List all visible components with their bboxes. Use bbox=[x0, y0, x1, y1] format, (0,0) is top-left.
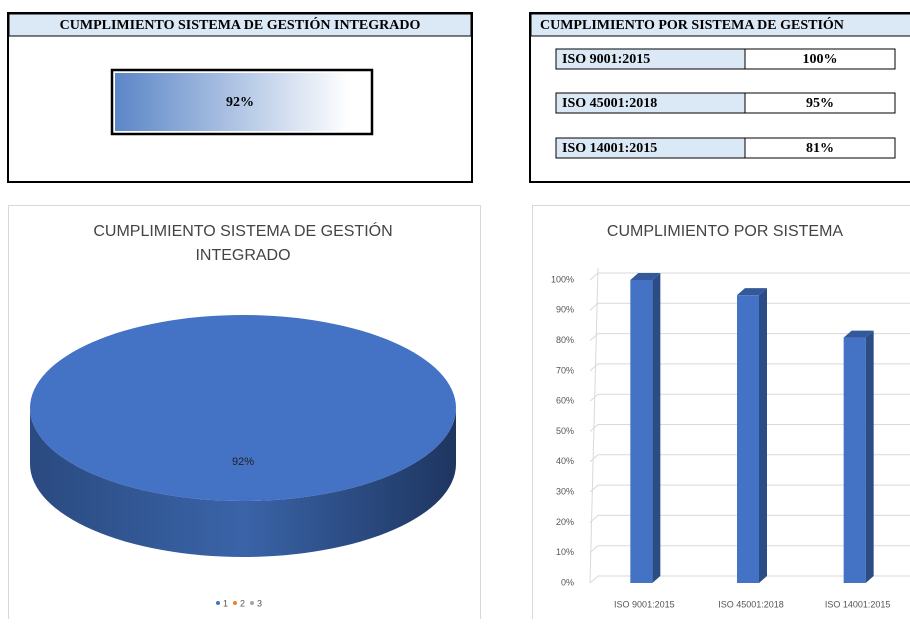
y-tick-label: 100% bbox=[551, 274, 574, 284]
summary-value: 92% bbox=[226, 95, 254, 110]
legend-label: 1 bbox=[223, 598, 228, 608]
y-tick-label: 60% bbox=[556, 396, 574, 406]
row-value: 100% bbox=[803, 52, 838, 67]
row-label: ISO 9001:2015 bbox=[562, 52, 650, 67]
y-tick-label: 80% bbox=[556, 335, 574, 345]
legend-label: 2 bbox=[240, 598, 245, 608]
row-label: ISO 45001:2018 bbox=[562, 96, 657, 111]
bar-side bbox=[866, 331, 874, 583]
row-label: ISO 14001:2015 bbox=[562, 141, 657, 156]
x-tick-label: ISO 14001:2015 bbox=[825, 599, 891, 609]
legend-label: 3 bbox=[257, 598, 262, 608]
data-label: 92% bbox=[232, 456, 254, 468]
legend-swatch bbox=[233, 601, 237, 605]
bar-side bbox=[652, 273, 660, 583]
row-value: 81% bbox=[806, 141, 834, 156]
bar-side bbox=[759, 288, 767, 583]
y-tick-label: 90% bbox=[556, 305, 574, 315]
bar bbox=[737, 295, 759, 583]
y-tick-label: 30% bbox=[556, 486, 574, 496]
row-value: 95% bbox=[806, 96, 834, 111]
bar bbox=[630, 280, 652, 583]
bar bbox=[844, 338, 866, 583]
legend-swatch bbox=[250, 601, 254, 605]
y-tick-label: 10% bbox=[556, 547, 574, 557]
y-tick-label: 50% bbox=[556, 426, 574, 436]
legend-swatch bbox=[216, 601, 220, 605]
y-tick-label: 70% bbox=[556, 365, 574, 375]
chart-title: CUMPLIMIENTO POR SISTEMA bbox=[607, 223, 844, 240]
y-tick-label: 20% bbox=[556, 517, 574, 527]
pie-slice bbox=[30, 315, 456, 501]
systems-title: CUMPLIMIENTO POR SISTEMA DE GESTIÓN bbox=[540, 16, 844, 33]
x-tick-label: ISO 45001:2018 bbox=[718, 599, 784, 609]
summary-title: CUMPLIMIENTO SISTEMA DE GESTIÓN INTEGRAD… bbox=[60, 16, 421, 33]
x-tick-label: ISO 9001:2015 bbox=[614, 599, 675, 609]
y-tick-label: 0% bbox=[561, 577, 574, 587]
y-tick-label: 40% bbox=[556, 456, 574, 466]
